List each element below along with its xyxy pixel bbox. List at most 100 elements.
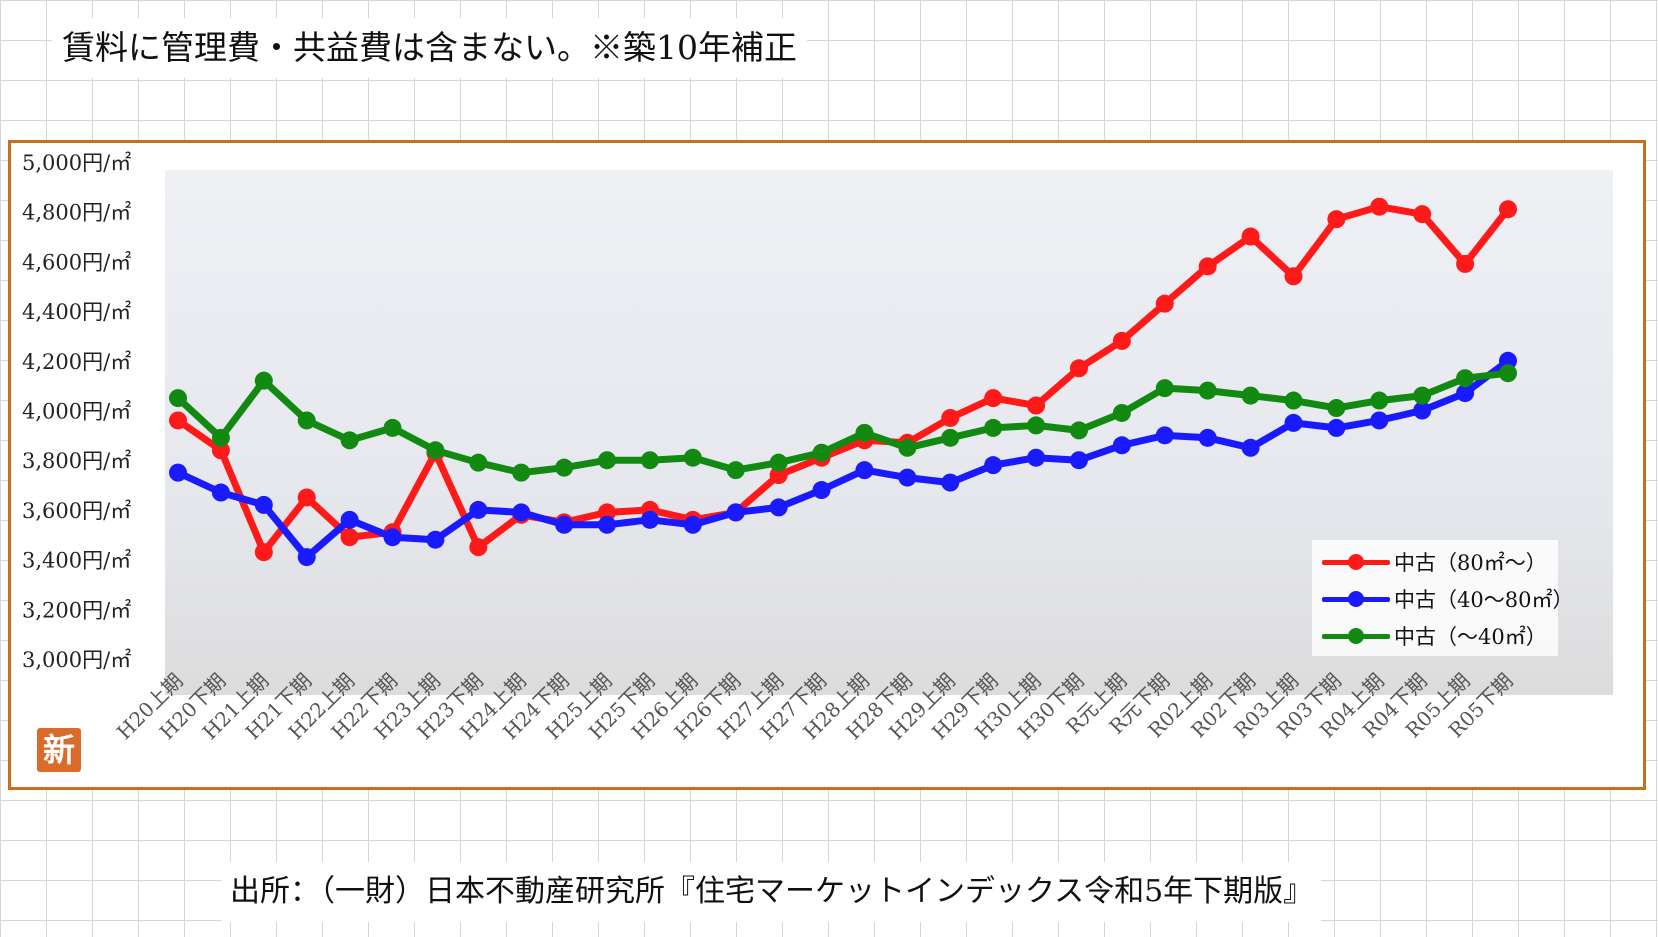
series-1-point <box>1198 428 1217 447</box>
series-2-point <box>1327 399 1346 418</box>
legend-swatch-blue <box>1322 589 1390 609</box>
series-2-point <box>898 438 917 457</box>
series-2-point <box>211 428 230 447</box>
series-1-point <box>726 503 745 522</box>
series-0-point <box>297 488 316 507</box>
series-0-point <box>1112 331 1131 350</box>
series-1-point <box>1284 413 1303 432</box>
series-1-point <box>1456 384 1475 403</box>
series-1-point <box>1027 448 1046 467</box>
series-2-point <box>769 453 788 472</box>
series-2-point <box>169 389 187 408</box>
y-tick-label: 4,000円/㎡ <box>22 400 131 424</box>
series-2-point <box>512 463 531 482</box>
y-tick-label: 3,200円/㎡ <box>22 598 131 622</box>
series-0-point <box>984 389 1003 408</box>
legend-swatch-green <box>1322 626 1390 646</box>
series-1-point <box>426 530 445 549</box>
series-2-point <box>469 453 488 472</box>
series-0-point <box>1327 210 1346 229</box>
series-2-point <box>598 451 617 470</box>
series-1-point <box>598 515 617 534</box>
series-2-point <box>254 371 273 390</box>
legend-label: 中古（80㎡～） <box>1394 551 1547 575</box>
series-2-point <box>555 458 574 477</box>
legend-item-used-80-plus: 中古（80㎡～） <box>1322 543 1547 581</box>
y-tick-label: 4,400円/㎡ <box>22 300 131 324</box>
legend-swatch-red <box>1322 552 1390 572</box>
series-0-point <box>169 411 187 430</box>
series-1-point <box>1241 438 1260 457</box>
series-2-point <box>1499 364 1517 383</box>
series-line-0 <box>174 203 1512 556</box>
series-1-point <box>855 461 874 480</box>
series-1-point <box>211 483 230 502</box>
series-2-point <box>683 448 702 467</box>
series-0-point <box>1413 205 1432 224</box>
series-1-point <box>383 528 402 547</box>
series-1-point <box>469 500 488 519</box>
legend-label: 中古（40～80㎡） <box>1394 588 1574 612</box>
series-0-point <box>1027 396 1046 415</box>
series-1-point <box>555 515 574 534</box>
series-2-point <box>1198 381 1217 400</box>
series-0-point <box>340 528 359 547</box>
series-1-point <box>169 463 187 482</box>
chart-note: 賃料に管理費・共益費は含まない。※築10年補正 <box>52 18 807 78</box>
series-2-point <box>855 423 874 442</box>
series-2-point <box>812 443 831 462</box>
series-2-point <box>1284 391 1303 410</box>
series-1-point <box>898 468 917 487</box>
y-tick-label: 4,800円/㎡ <box>22 201 131 225</box>
source-citation: 出所：（一財）日本不動産研究所『住宅マーケットインデックス令和5年下期版』 <box>222 862 1322 922</box>
series-2-point <box>984 418 1003 437</box>
y-tick-label: 3,000円/㎡ <box>22 648 131 672</box>
series-1-point <box>512 503 531 522</box>
series-1-point <box>812 481 831 500</box>
series-0-point <box>1370 197 1389 216</box>
series-1-point <box>941 473 960 492</box>
series-1-point <box>1155 426 1174 445</box>
series-1-point <box>1370 411 1389 430</box>
series-2-point <box>1027 416 1046 435</box>
series-2-point <box>1413 386 1432 405</box>
series-1-point <box>297 548 316 567</box>
series-2-point <box>340 431 359 450</box>
series-1-point <box>1327 418 1346 437</box>
series-0-point <box>941 408 960 427</box>
series-0-point <box>769 466 788 485</box>
series-0-point <box>1499 200 1517 219</box>
series-1-point <box>1499 351 1517 370</box>
y-tick-label: 5,000円/㎡ <box>22 151 131 175</box>
new-stamp-icon: 新 <box>37 728 81 772</box>
series-0-point <box>1456 254 1475 273</box>
legend-label: 中古（～40㎡） <box>1394 625 1547 649</box>
series-2-point <box>1370 391 1389 410</box>
series-2-point <box>1069 421 1088 440</box>
series-0-point <box>1284 267 1303 286</box>
series-line-1 <box>174 357 1512 561</box>
series-1-point <box>1413 401 1432 420</box>
series-2-point <box>726 461 745 480</box>
legend: 中古（80㎡～） 中古（40～80㎡） 中古（～40㎡） <box>1312 540 1573 656</box>
series-2-point <box>383 418 402 437</box>
legend-item-used-40-80: 中古（40～80㎡） <box>1322 580 1573 618</box>
series-0-point <box>1155 294 1174 313</box>
series-2-point <box>297 411 316 430</box>
series-2-point <box>1112 403 1131 422</box>
series-1-point <box>769 498 788 517</box>
series-1-point <box>683 515 702 534</box>
series-1-point <box>984 456 1003 475</box>
series-1-point <box>1069 451 1088 470</box>
series-0-point <box>254 543 273 562</box>
series-0-point <box>1069 359 1088 378</box>
series-2-point <box>426 441 445 460</box>
series-0-point <box>1198 257 1217 276</box>
series-0-point <box>469 538 488 557</box>
y-tick-label: 3,800円/㎡ <box>22 449 131 473</box>
y-tick-label: 3,600円/㎡ <box>22 499 131 523</box>
series-2-point <box>941 428 960 447</box>
series-1-point <box>340 510 359 529</box>
series-2-point <box>1241 386 1260 405</box>
